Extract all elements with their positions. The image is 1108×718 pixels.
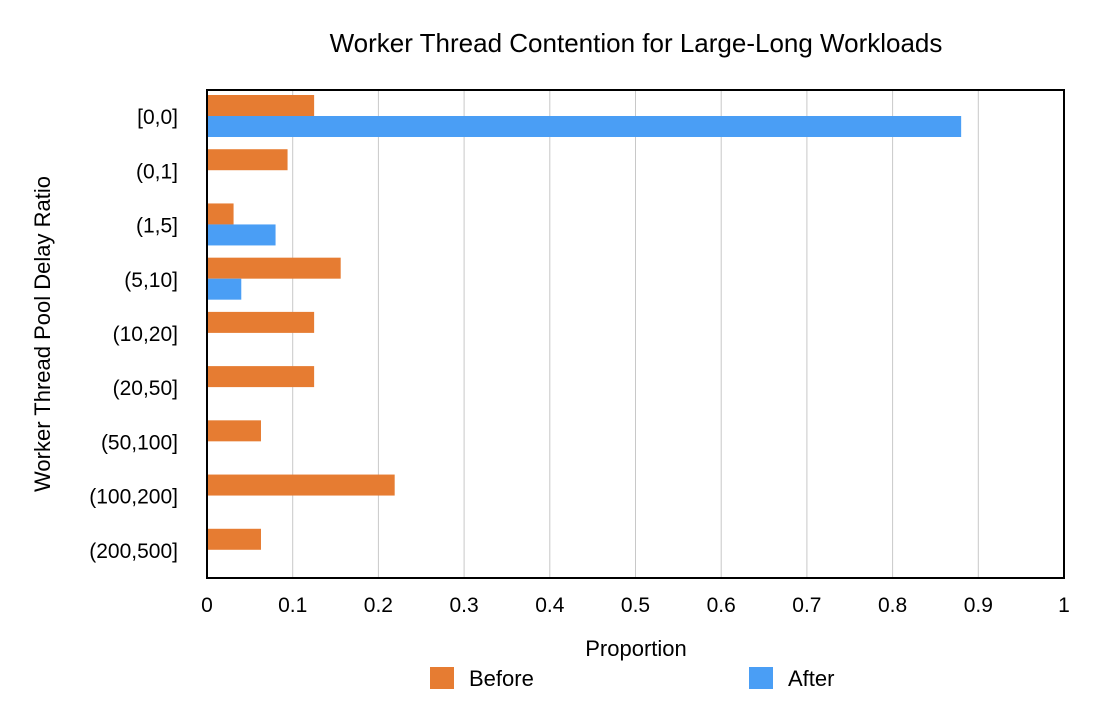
bar-after-3 (208, 278, 242, 300)
x-tick-label: 0.4 (535, 594, 565, 617)
x-tick-label: 0.1 (278, 594, 307, 617)
bar-after-2 (208, 224, 276, 246)
gridlines (292, 90, 979, 578)
legend-label-before: Before (469, 666, 534, 691)
x-tick-label: 0.5 (621, 594, 650, 617)
y-tick-label: [0,0] (137, 106, 178, 129)
y-tick-label: (10,20] (113, 323, 178, 346)
bar-after-0 (208, 116, 962, 137)
legend-swatch-after (749, 667, 773, 689)
y-axis-label: Worker Thread Pool Delay Ratio (30, 176, 55, 492)
x-tick-label: 0.7 (792, 594, 821, 617)
y-tick-labels: [0,0] (0,1] (1,5] (5,10] (10,20] (20,50] (50,1… (89, 106, 178, 563)
x-tick-labels: 0 0.1 0.2 0.3 0.4 0.5 0.6 0.7 0.8 0.9 1 (201, 594, 1070, 617)
x-tick-label: 0.2 (364, 594, 393, 617)
y-tick-label: (100,200] (89, 486, 178, 509)
x-tick-label: 0 (201, 594, 213, 617)
bar-before-2 (208, 203, 234, 225)
x-tick-label: 0.6 (707, 594, 736, 617)
y-tick-label: (50,100] (101, 431, 178, 454)
legend: Before After (430, 666, 834, 691)
x-tick-label: 0.8 (878, 594, 907, 617)
x-tick-label: 0.3 (449, 594, 478, 617)
y-tick-label: (1,5] (136, 215, 178, 238)
bar-before-4 (208, 311, 315, 333)
bar-before-1 (208, 149, 288, 171)
bar-before-8 (208, 528, 261, 550)
chart-title: Worker Thread Contention for Large-Long … (330, 28, 943, 58)
y-tick-label: (0,1] (136, 160, 178, 183)
bars-group (208, 95, 962, 550)
y-tick-label: (5,10] (124, 269, 178, 292)
y-tick-label: (20,50] (113, 377, 178, 400)
legend-label-after: After (788, 666, 834, 691)
bar-before-6 (208, 420, 261, 442)
x-tick-label: 0.9 (964, 594, 993, 617)
bar-before-3 (208, 257, 341, 279)
legend-swatch-before (430, 667, 454, 689)
bar-before-0 (208, 95, 315, 116)
bar-before-7 (208, 474, 395, 496)
x-tick-label: 1 (1058, 594, 1070, 617)
y-tick-label: (200,500] (89, 540, 178, 563)
plot-frame (206, 89, 1065, 579)
x-axis-label: Proportion (585, 636, 687, 661)
bar-before-5 (208, 366, 315, 388)
